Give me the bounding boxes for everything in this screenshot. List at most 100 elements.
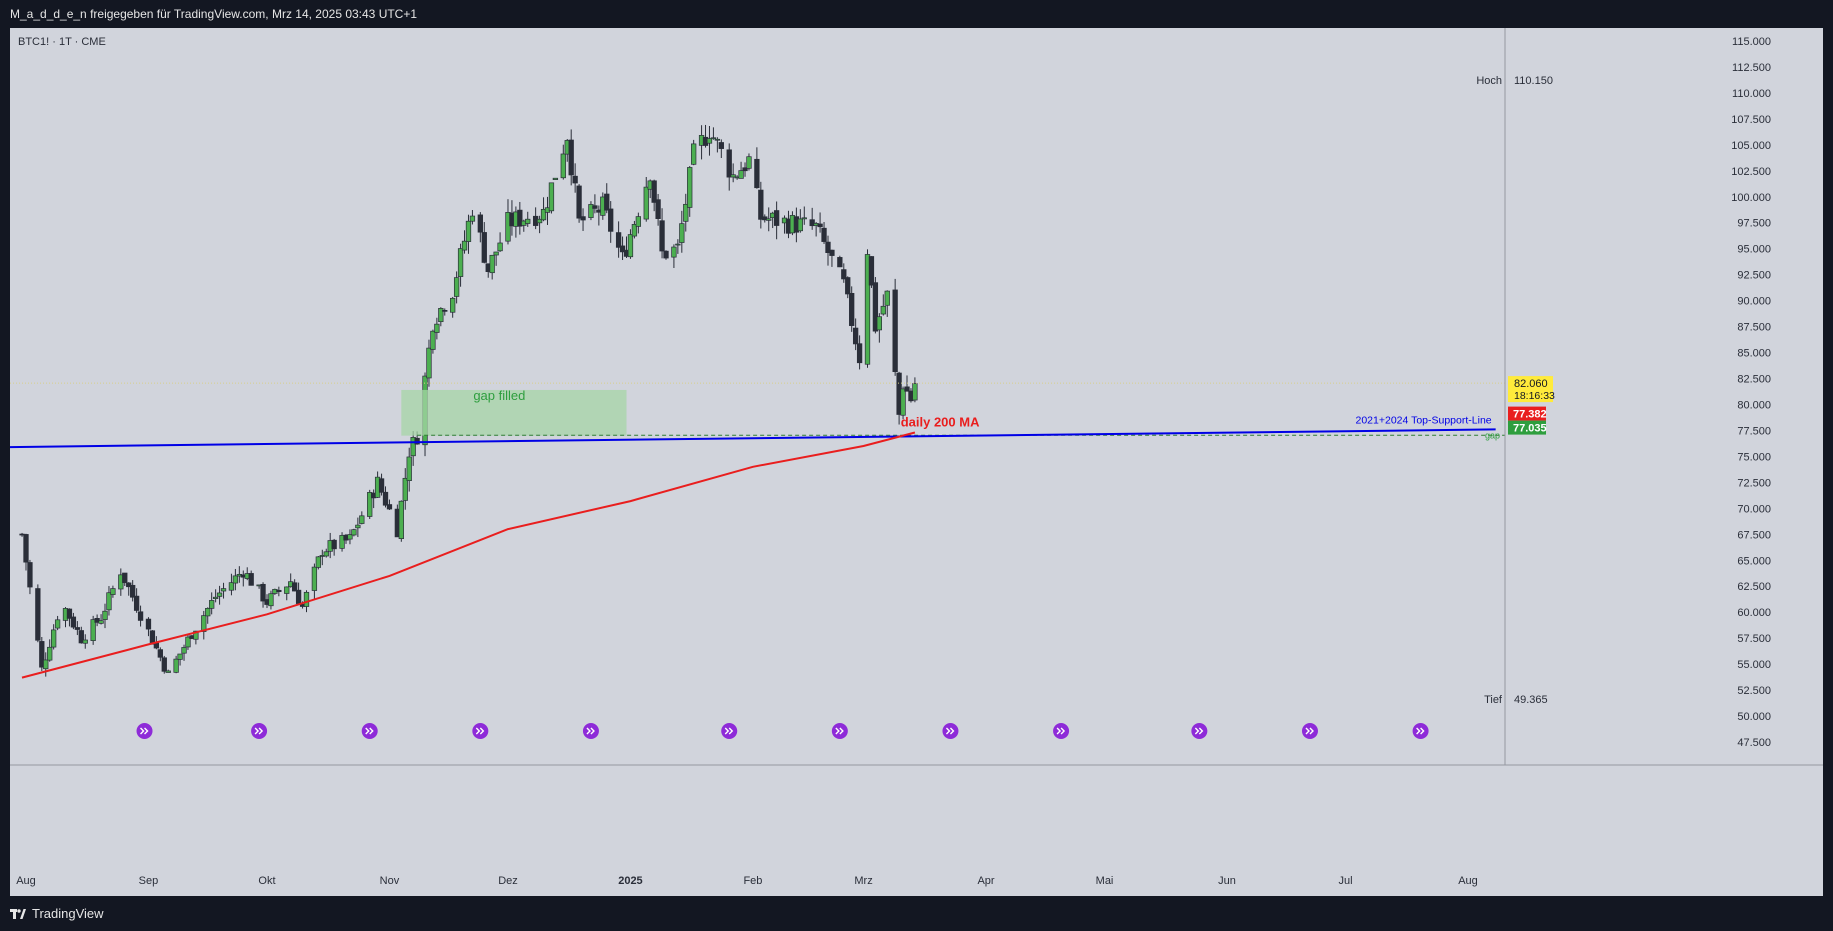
candle-down [39,641,45,668]
high-value: 110.150 [1514,75,1553,87]
price-tick-label: 52.500 [1737,685,1771,697]
candle-down [133,595,140,611]
candle-up [588,204,594,218]
price-tick-label: 87.500 [1737,322,1771,334]
candle-down [572,175,578,184]
candle-up [880,305,886,315]
event-marker-chevron [1305,727,1314,735]
candle-down [382,491,389,506]
candle-down [145,618,152,630]
candle-down [821,227,827,242]
candle-down [137,611,144,621]
candle-down [837,257,843,268]
candle-down [758,189,764,220]
candle-up [102,610,108,620]
candle-up [706,138,713,144]
symbol-label[interactable]: BTC1! · 1T · CME [18,36,106,48]
time-tick-label: Aug [16,875,36,887]
price-tick-label: 82.500 [1737,374,1771,386]
candle-up [525,218,531,224]
candle-up [738,170,744,179]
candle-down [23,534,29,563]
time-tick-label: Feb [743,875,762,887]
candle-up [205,608,211,617]
candle-down [726,149,732,178]
candle-down [904,386,910,392]
price-axis-bg [1505,28,1823,765]
candle-up [232,575,239,584]
plot-area: gap filled 2021+2024 Top-Support-Line dail… [10,124,1505,679]
candle-down [568,139,574,176]
ma-200-line [21,431,916,679]
time-tick-label: Mai [1096,875,1114,887]
candle-up [220,588,227,592]
event-marker-chevron [254,727,264,735]
candle-up [453,277,460,297]
price-tick-label: 100.000 [1731,192,1771,204]
candle-up [268,593,274,607]
time-tick-label: Jun [1218,875,1236,887]
candle-up [493,251,499,256]
candle-up [347,534,353,540]
candle-up [635,216,642,227]
event-marker-icon [721,723,738,739]
price-tick-label: 72.500 [1737,477,1771,489]
candle-down [619,245,626,253]
price-tick-label: 57.500 [1737,633,1771,645]
candle-down [604,193,610,211]
candle-down [845,277,851,295]
candle-up [165,670,171,673]
candle-up [173,658,179,673]
candle-down [122,572,128,584]
tradingview-logo[interactable]: TradingView [10,906,104,921]
candle-down [477,214,483,233]
event-marker-chevron [140,727,149,735]
candle-down [718,142,724,149]
candle-down [829,249,835,256]
candle-down [517,209,523,227]
event-marker-chevron [945,727,955,735]
candle-up [548,182,555,212]
candle-down [841,269,847,280]
candle-up [406,456,412,482]
candle-up [912,383,918,401]
price-tick-label: 112.500 [1732,62,1771,74]
low-value: 49.365 [1514,694,1548,706]
candle-up [497,242,503,252]
candle-down [260,583,266,602]
candle-down [276,589,282,592]
candle-up [631,224,638,237]
price-tick-label: 80.000 [1737,399,1771,411]
time-tick-label: Mrz [854,875,872,887]
candle-down [576,185,582,219]
candle-up [351,529,357,536]
candle-up [430,330,436,350]
candle-up [98,620,104,624]
candle-up [303,591,310,607]
high-label: Hoch [1476,75,1502,87]
candle-down [856,343,863,364]
candle-down [742,167,748,172]
chart-axes: 47.500 50.000 52.500 55.000 57.500 60.000 62.5… [10,28,1823,887]
candle-up [193,630,199,640]
candle-down [126,582,132,588]
tradingview-icon [10,908,26,919]
price-tick-label: 95.000 [1737,244,1771,256]
time-tick-label: Apr [977,875,994,887]
candle-up [90,619,96,641]
gap-zone [401,389,627,436]
candle-down [27,562,33,588]
candle-up [746,156,752,169]
candle-up [110,588,116,595]
event-marker-icon [472,723,489,739]
candle-up [489,254,495,274]
candle-down [331,539,337,550]
candle-up [434,323,440,333]
candle-down [78,630,84,644]
ma-price-label: 77.382 [1513,409,1547,421]
candle-down [291,582,298,592]
candle-up [185,636,191,648]
event-marker-icon [1191,723,1208,739]
event-marker-icon [136,723,153,739]
